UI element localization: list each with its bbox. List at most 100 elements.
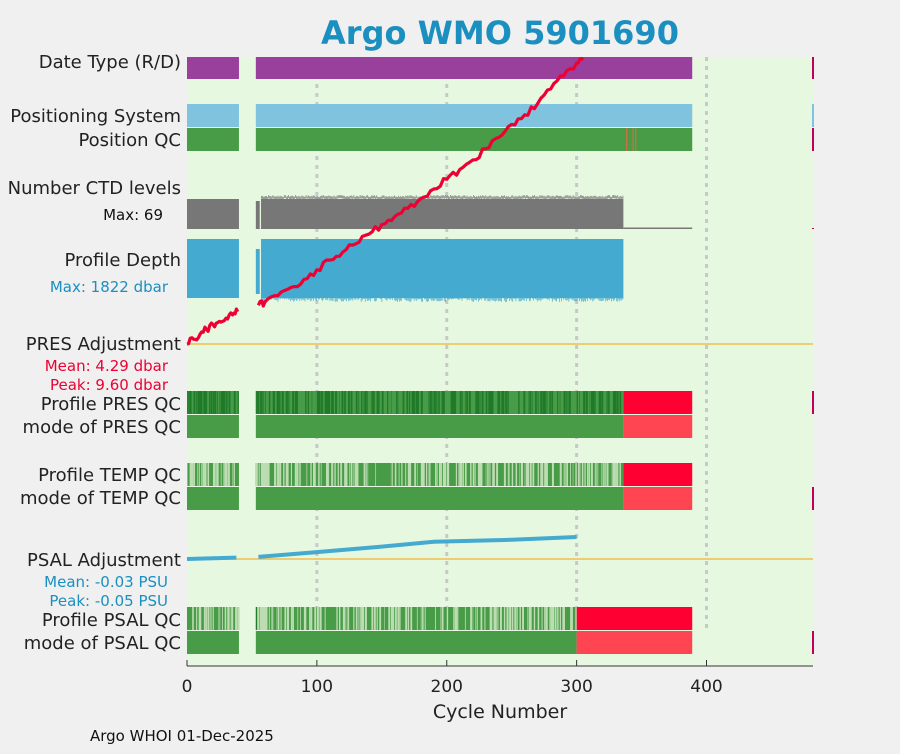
qc-stripe-profile_temp_qc bbox=[470, 463, 471, 486]
x-tick-label: 200 bbox=[431, 677, 463, 697]
bar-ctd-jag bbox=[360, 195, 361, 198]
bar-ctd-jag bbox=[462, 196, 463, 199]
bar-depth-jag bbox=[499, 298, 500, 301]
qc-stripe-profile_psal_qc bbox=[261, 607, 263, 630]
bar-ctd-jag bbox=[524, 195, 525, 198]
bar-depth-jag bbox=[471, 298, 472, 300]
bar-ctd-jag bbox=[510, 197, 511, 200]
bar-ctd-jag bbox=[289, 197, 290, 200]
bar-depth-jag bbox=[437, 298, 438, 301]
qc-stripe-profile_pres_qc bbox=[226, 391, 228, 414]
bar-depth-jag bbox=[455, 298, 456, 299]
qc-stripe-profile_pres_qc bbox=[416, 391, 417, 414]
bar-ctd-jag bbox=[494, 196, 495, 199]
bar-ctd-jag bbox=[477, 197, 478, 200]
qc-stripe-profile_pres_qc bbox=[396, 391, 397, 414]
qc-stripe-profile_pres_qc bbox=[436, 391, 437, 414]
qc-stripe-profile_temp_qc bbox=[487, 463, 488, 486]
qc-stripe-profile_pres_qc bbox=[288, 391, 289, 414]
bar-depth-jag bbox=[337, 298, 338, 302]
bar-ctd-jag bbox=[552, 196, 553, 199]
bar-ctd-jag bbox=[302, 195, 303, 198]
bar-ctd-jag bbox=[345, 197, 346, 200]
qc-stripe-profile_temp_qc bbox=[597, 463, 598, 486]
qc-stripe-profile_psal_qc bbox=[208, 607, 210, 630]
bar-ctd-jag bbox=[511, 196, 512, 199]
bar-ctd-jag bbox=[261, 196, 262, 199]
qc-stripe-profile_temp_qc bbox=[310, 463, 311, 486]
qc-stripe-profile_temp_qc bbox=[214, 463, 215, 486]
bar-depth-jag bbox=[352, 298, 353, 301]
bar-ctd-jag bbox=[515, 196, 516, 199]
bar-ctd-jag bbox=[350, 196, 351, 199]
qc-stripe-profile_psal_qc bbox=[379, 607, 380, 630]
qc-bad-mode_psal_qc bbox=[577, 631, 693, 654]
bar-ctd-jag bbox=[492, 197, 493, 200]
qc-stripe-profile_temp_qc bbox=[596, 463, 597, 486]
bar-ctd-jag bbox=[594, 196, 595, 199]
bar-depth-jag bbox=[554, 298, 555, 300]
bar-depth-jag bbox=[363, 298, 364, 299]
bar-depth-jag bbox=[295, 298, 296, 299]
bar-depth-jag bbox=[311, 298, 312, 301]
bar-depth-jag bbox=[532, 298, 533, 299]
bar-depth-jag bbox=[522, 298, 523, 300]
bar-ctd-jag bbox=[310, 197, 311, 200]
qc-stripe-profile_temp_qc bbox=[401, 463, 402, 486]
bar-depth-jag bbox=[530, 298, 531, 301]
bar-depth-jag bbox=[602, 298, 603, 301]
bar-ctd-jag bbox=[392, 197, 393, 200]
bar-depth-jag bbox=[419, 298, 420, 299]
row-label-positioning_system: Positioning System bbox=[10, 106, 181, 127]
qc-stripe-profile_pres_qc bbox=[219, 391, 220, 414]
qc-stripe-profile_pres_qc bbox=[429, 391, 430, 414]
bar-ctd-jag bbox=[521, 197, 522, 200]
bar-ctd-jag bbox=[318, 197, 319, 200]
bar-depth-jag bbox=[488, 298, 489, 301]
bar-depth-jag bbox=[582, 298, 583, 301]
bar-positioning_system bbox=[187, 104, 239, 127]
bar-depth-jag bbox=[491, 298, 492, 299]
bar-depth-jag bbox=[467, 298, 468, 300]
qc-stripe-profile_pres_qc bbox=[273, 391, 274, 414]
qc-stripe-profile_psal_qc bbox=[534, 607, 535, 630]
bar-ctd-jag bbox=[506, 196, 507, 199]
bar-depth-jag bbox=[398, 298, 399, 299]
qc-stripe-profile_psal_qc bbox=[321, 607, 322, 630]
bar-ctd-jag bbox=[622, 197, 623, 200]
bar-ctd-jag bbox=[356, 196, 357, 199]
bar-depth-jag bbox=[568, 298, 569, 300]
row-label-profile_temp_qc: Profile TEMP QC bbox=[38, 465, 181, 486]
qc-stripe-profile_temp_qc bbox=[296, 463, 298, 486]
qc-bar-mode_psal_qc bbox=[187, 631, 239, 654]
qc-stripe-profile_psal_qc bbox=[192, 607, 194, 630]
bar-depth-jag bbox=[591, 298, 592, 299]
qc-stripe-profile_temp_qc bbox=[265, 463, 266, 486]
bar-ctd-jag bbox=[331, 196, 332, 199]
bar-ctd-jag bbox=[612, 195, 613, 198]
bar-ctd-jag bbox=[320, 196, 321, 199]
bar-depth-jag bbox=[417, 298, 418, 299]
bar-ctd-jag bbox=[589, 197, 590, 200]
qc-stripe-profile_temp_qc bbox=[192, 463, 193, 486]
bar-depth-jag bbox=[603, 298, 604, 301]
qc-stripe-profile_temp_qc bbox=[573, 463, 574, 486]
qc-stripe-profile_psal_qc bbox=[557, 607, 558, 630]
qc-stripe-profile_temp_qc bbox=[612, 463, 613, 486]
qc-bad-profile_pres_qc bbox=[623, 391, 692, 414]
bar-depth-jag bbox=[430, 298, 431, 299]
bar-depth-jag bbox=[339, 298, 340, 299]
row-label-psal_adjustment: PSAL Adjustment bbox=[27, 550, 181, 571]
qc-stripe-profile_psal_qc bbox=[495, 607, 497, 630]
bar-depth-jag bbox=[421, 298, 422, 302]
bar-ctd-jag bbox=[543, 196, 544, 199]
bar-depth-jag bbox=[347, 298, 348, 299]
bar-ctd-jag bbox=[582, 196, 583, 199]
bar-ctd-jag bbox=[411, 196, 412, 199]
bar-ctd-jag bbox=[263, 197, 264, 200]
bar-depth-jag bbox=[565, 298, 566, 300]
bar-ctd-jag bbox=[580, 195, 581, 198]
qc-stripe-profile_temp_qc bbox=[408, 463, 410, 486]
bar-ctd-jag bbox=[448, 196, 449, 199]
